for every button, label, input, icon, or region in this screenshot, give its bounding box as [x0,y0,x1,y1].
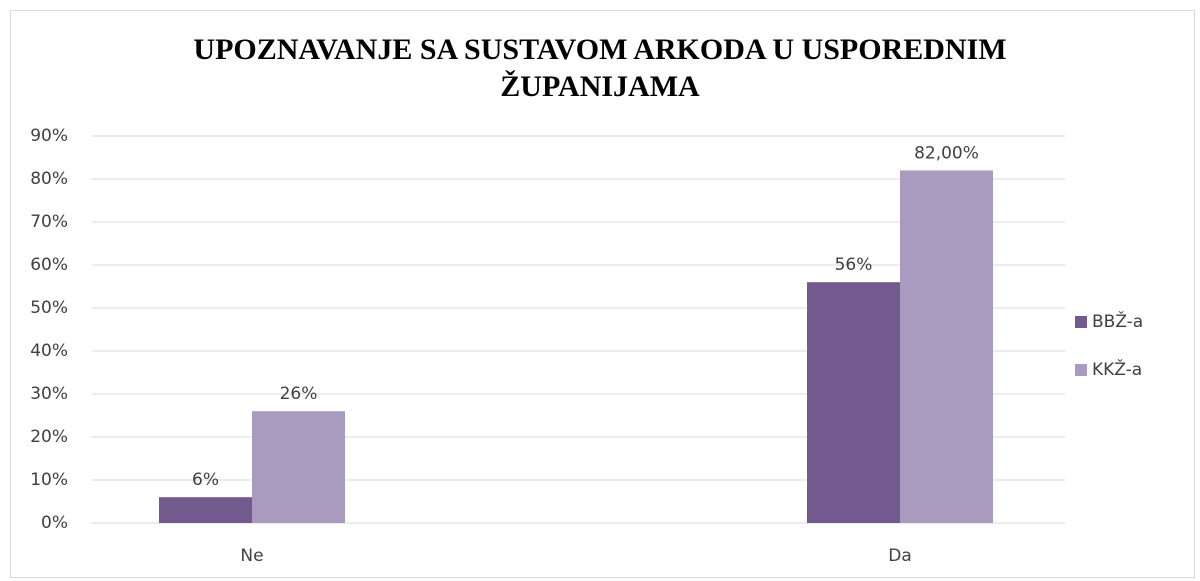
y-tick-label: 0% [41,513,68,533]
data-label: 82,00% [914,143,979,163]
bar [159,497,252,523]
chart-border [10,10,1195,578]
data-label: 6% [192,470,219,490]
y-tick-label: 30% [30,384,68,404]
legend-label: KKŽ-a [1092,358,1142,380]
chart-title: ŽUPANIJAMA [500,70,700,103]
y-tick-label: 20% [30,427,68,447]
x-tick-label: Da [888,546,912,566]
bar [900,170,993,523]
y-tick-label: 90% [30,126,68,146]
y-tick-label: 60% [30,255,68,275]
bar [252,411,345,523]
y-tick-label: 40% [30,341,68,361]
x-tick-label: Ne [240,546,263,566]
legend-label: BBŽ-a [1092,310,1143,332]
legend-swatch [1075,364,1087,376]
y-tick-label: 10% [30,470,68,490]
y-tick-label: 50% [30,298,68,318]
data-label: 26% [280,384,318,404]
y-tick-label: 70% [30,212,68,232]
data-label: 56% [835,255,873,275]
chart-title: UPOZNAVANJE SA SUSTAVOM ARKODA U USPORED… [193,33,1006,66]
y-tick-label: 80% [30,169,68,189]
bar [807,282,900,523]
legend-swatch [1075,316,1087,328]
